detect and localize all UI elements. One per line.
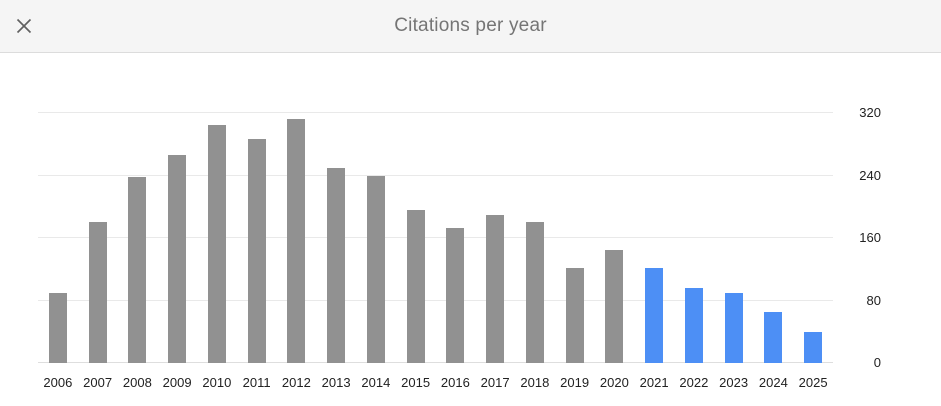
gridline-320 <box>38 112 833 113</box>
bar-slot-2020 <box>595 113 635 363</box>
x-tick-label-2023: 2023 <box>719 375 749 390</box>
bar-slot-2022 <box>674 113 714 363</box>
x-tick-label-2009: 2009 <box>162 375 192 390</box>
bar-2020[interactable] <box>605 249 624 363</box>
bar-2009[interactable] <box>168 155 187 363</box>
bar-2018[interactable] <box>525 221 544 363</box>
y-axis-labels: 0 80 160 240 320 <box>841 105 881 370</box>
bar-2021[interactable] <box>645 268 664 363</box>
bar-2016[interactable] <box>446 227 465 363</box>
x-tick-label-2022: 2022 <box>679 375 709 390</box>
bar-slot-2017 <box>475 113 515 363</box>
x-tick-label-2014: 2014 <box>361 375 391 390</box>
x-tick-label-2010: 2010 <box>202 375 232 390</box>
bar-slot-2013 <box>316 113 356 363</box>
bar-2007[interactable] <box>88 221 107 363</box>
x-tick-label-2011: 2011 <box>242 375 271 390</box>
gridline-0 <box>38 362 833 363</box>
x-tick-label-2015: 2015 <box>401 375 431 390</box>
bar-slot-2021 <box>634 113 674 363</box>
y-tick-label-80: 80 <box>866 292 881 308</box>
bar-slot-2025 <box>793 113 833 363</box>
bar-slot-2024 <box>754 113 794 363</box>
close-button[interactable] <box>6 8 42 44</box>
x-tick-label-2025: 2025 <box>798 375 828 390</box>
bar-slot-2008 <box>118 113 158 363</box>
x-tick-label-2008: 2008 <box>122 375 152 390</box>
x-tick-label-2018: 2018 <box>520 375 550 390</box>
bar-slot-2023 <box>714 113 754 363</box>
bar-2015[interactable] <box>406 209 425 363</box>
x-tick-label-2013: 2013 <box>321 375 351 390</box>
bar-slot-2018 <box>515 113 555 363</box>
bar-2017[interactable] <box>486 215 505 363</box>
x-tick-label-2007: 2007 <box>83 375 113 390</box>
bar-2013[interactable] <box>327 167 346 363</box>
bar-slot-2009 <box>157 113 197 363</box>
x-tick-label-2021: 2021 <box>639 375 669 390</box>
bar-2012[interactable] <box>287 119 306 363</box>
bar-slot-2015 <box>396 113 436 363</box>
close-icon <box>16 18 32 34</box>
gridline-80 <box>38 299 833 301</box>
y-tick-label-320: 320 <box>859 105 881 120</box>
bar-2019[interactable] <box>565 268 584 363</box>
x-axis-labels: 2006 2007 2008 2009 2010 2011 2012 2013 2014 2015… <box>38 374 833 391</box>
x-tick-label-2024: 2024 <box>758 375 788 390</box>
bar-slot-2010 <box>197 113 237 363</box>
bar-2006[interactable] <box>48 292 67 363</box>
bar-2011[interactable] <box>247 138 266 363</box>
bar-2014[interactable] <box>366 175 385 363</box>
x-tick-label-2017: 2017 <box>480 375 510 390</box>
gridline-240 <box>38 174 833 176</box>
x-tick-label-2016: 2016 <box>440 375 470 390</box>
y-tick-label-160: 160 <box>859 230 881 245</box>
bar-slot-2007 <box>78 113 118 363</box>
x-tick-label-2020: 2020 <box>599 375 629 390</box>
gridline-160 <box>38 237 833 238</box>
x-tick-label-2019: 2019 <box>560 375 590 390</box>
bar-slot-2016 <box>436 113 476 363</box>
bar-2023[interactable] <box>724 292 743 363</box>
dialog-title: Citations per year <box>394 15 547 36</box>
bar-2022[interactable] <box>684 288 703 363</box>
x-tick-label-2012: 2012 <box>281 375 311 390</box>
bar-2008[interactable] <box>128 177 147 363</box>
citations-chart-plot-area <box>38 112 833 363</box>
dialog-header: Citations per year <box>0 0 941 53</box>
bar-slot-2012 <box>277 113 317 363</box>
y-tick-label-240: 240 <box>859 167 881 183</box>
y-tick-label-0: 0 <box>873 355 881 370</box>
bar-slot-2019 <box>555 113 595 363</box>
x-tick-label-2006: 2006 <box>43 375 73 390</box>
bar-2010[interactable] <box>207 124 226 363</box>
bars-row <box>38 113 833 363</box>
bar-2025[interactable] <box>804 331 823 363</box>
bar-slot-2006 <box>38 113 78 363</box>
bar-slot-2011 <box>237 113 277 363</box>
bar-2024[interactable] <box>764 312 783 363</box>
bar-slot-2014 <box>356 113 396 363</box>
